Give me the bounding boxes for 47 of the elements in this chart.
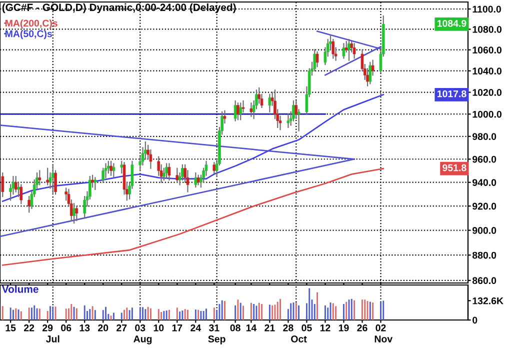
x-tick-label: 15 [6, 324, 16, 332]
y-tick-label: 1000.0 [472, 110, 502, 118]
x-tick-label: 31 [208, 324, 220, 332]
y-tick-label: 980.0 [472, 133, 496, 140]
x-tick-label: 12 [320, 324, 330, 332]
x-tick-label: 06 [61, 324, 72, 332]
y-tick-label: 940.0 [472, 179, 496, 186]
x2-tick-label: Nov [374, 336, 393, 342]
x-tick-label: 02 [376, 324, 386, 332]
x-tick-label: 21 [264, 324, 275, 332]
x-tick-label: 10 [154, 324, 164, 332]
x-tick-label: 26 [357, 324, 368, 332]
x-tick-label: 13 [80, 324, 90, 332]
y-tick-label: 1080.0 [472, 26, 502, 33]
x-tick-label: 24 [190, 324, 202, 332]
y-tick-label: 960.0 [472, 156, 496, 163]
legend-label: MA(50,C)s [6, 30, 52, 40]
x-tick-label: 19 [338, 324, 349, 332]
legend-label: MA(200,C)s [6, 20, 58, 29]
y-tick-label: 1020.0 [472, 89, 502, 96]
x-tick-label: 20 [98, 324, 108, 332]
y-tick-label: 132.6K [472, 297, 504, 304]
y-tick-label: 0 [472, 316, 478, 324]
x2-tick-label: Aug [134, 336, 152, 344]
y-tick-label: 860.0 [472, 277, 496, 284]
y-tick-label: 920.0 [472, 202, 496, 210]
x2-tick-label: Sep [208, 336, 226, 344]
x-tick-label: 08 [230, 324, 240, 332]
chart-title: Volume [2, 285, 38, 293]
y-tick-label: 880.0 [472, 252, 496, 259]
x-tick-label: 03 [135, 324, 146, 332]
x-tick-label: 22 [24, 324, 34, 332]
annotation: 951.8 [442, 164, 466, 172]
y-tick-label: 900.0 [472, 227, 496, 234]
annotation: 1084.9 [437, 20, 466, 27]
x2-tick-label: Jul [46, 335, 60, 342]
x-tick-label: 28 [283, 324, 294, 332]
y-tick-label: 1060.0 [472, 46, 502, 54]
x-tick-label: 05 [302, 324, 312, 332]
y-tick-label: 1100.0 [472, 6, 501, 13]
x2-tick-label: Oct [291, 336, 307, 342]
x-tick-label: 14 [246, 324, 257, 332]
x-tick-label: 17 [172, 324, 182, 332]
x-tick-label: 27 [116, 324, 127, 332]
x-tick-label: 29 [42, 324, 53, 332]
y-tick-label: 1040.0 [472, 68, 502, 74]
annotation: 1017.8 [437, 90, 466, 98]
